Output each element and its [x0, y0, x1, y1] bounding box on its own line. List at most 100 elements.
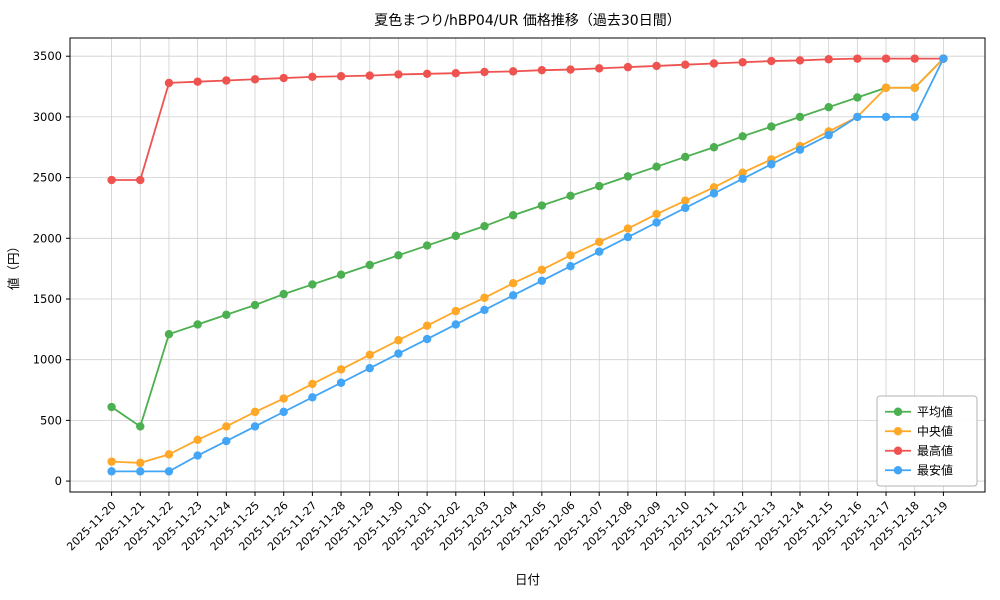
- series-marker-1: [623, 224, 633, 233]
- series-marker-3: [451, 320, 460, 329]
- axes-box: [69, 37, 986, 493]
- series-marker-0: [738, 132, 747, 141]
- series-marker-3: [365, 363, 374, 373]
- y-tick-label: 500: [40, 413, 62, 427]
- y-tick-label: 1500: [33, 292, 62, 306]
- legend-sample-marker: [893, 466, 903, 475]
- legend-label: 中央値: [917, 423, 953, 438]
- series-marker-3: [279, 407, 288, 417]
- series-marker-3: [422, 334, 432, 344]
- series-marker-3: [164, 467, 174, 476]
- series-marker-0: [824, 102, 833, 112]
- series-marker-0: [279, 289, 288, 299]
- series-line-0: [111, 58, 945, 428]
- series-marker-3: [480, 305, 489, 315]
- series-marker-2: [881, 54, 891, 63]
- series-line-2: [111, 57, 944, 181]
- legend-box: [876, 395, 978, 487]
- series-marker-3: [853, 112, 862, 122]
- series-marker-2: [250, 75, 260, 84]
- series-marker-1: [422, 321, 432, 330]
- series-marker-2: [537, 65, 547, 75]
- series-marker-1: [709, 183, 719, 192]
- series-marker-2: [451, 69, 460, 78]
- y-axis-label: 値（円）: [6, 240, 21, 290]
- y-tick-label: 3000: [33, 110, 62, 124]
- series-marker-2: [709, 59, 719, 68]
- series-marker-3: [222, 436, 231, 446]
- series-marker-3: [136, 467, 145, 476]
- series-marker-3: [595, 247, 604, 256]
- series-marker-0: [795, 112, 805, 122]
- series-marker-3: [308, 393, 317, 402]
- series-marker-2: [595, 64, 604, 73]
- series-marker-0: [336, 270, 346, 279]
- series-marker-1: [881, 83, 891, 92]
- legend-sample-marker: [893, 427, 903, 436]
- series-marker-0: [164, 329, 174, 339]
- legend-sample-marker: [893, 407, 903, 416]
- series-marker-1: [250, 407, 260, 417]
- series-marker-2: [394, 70, 403, 79]
- series-marker-2: [308, 72, 317, 82]
- series-marker-0: [853, 93, 862, 102]
- series-marker-2: [767, 56, 776, 66]
- series-marker-2: [681, 60, 690, 69]
- series-marker-3: [681, 203, 690, 213]
- series-marker-0: [709, 143, 719, 152]
- series-marker-1: [193, 435, 202, 444]
- series-marker-3: [623, 232, 633, 242]
- series-marker-3: [939, 54, 948, 63]
- series-marker-1: [136, 458, 145, 468]
- series-marker-2: [652, 61, 661, 71]
- series-marker-0: [681, 152, 690, 162]
- series-marker-2: [365, 71, 374, 80]
- series-marker-0: [652, 162, 661, 171]
- y-tick-label: 1000: [33, 353, 62, 367]
- series-marker-2: [222, 76, 231, 85]
- series-marker-3: [738, 174, 747, 184]
- series-marker-1: [308, 379, 317, 389]
- series-marker-0: [422, 241, 432, 250]
- series-marker-0: [222, 310, 231, 319]
- series-marker-3: [537, 276, 547, 285]
- legend-label: 平均値: [917, 404, 953, 419]
- series-marker-1: [652, 209, 661, 219]
- series-marker-0: [480, 221, 489, 231]
- series-marker-1: [480, 293, 489, 302]
- series-marker-1: [107, 457, 116, 466]
- series-marker-0: [136, 422, 145, 431]
- series-marker-0: [308, 280, 317, 289]
- series-marker-3: [193, 451, 202, 460]
- x-axis-label: 日付: [515, 572, 540, 587]
- series-marker-0: [250, 300, 260, 310]
- series-marker-1: [508, 279, 518, 288]
- series-marker-1: [164, 450, 174, 459]
- series-marker-1: [279, 394, 288, 403]
- series-marker-2: [193, 77, 202, 86]
- series-marker-3: [107, 467, 116, 476]
- series-marker-2: [336, 72, 346, 81]
- series-marker-3: [910, 112, 919, 122]
- series-marker-3: [767, 160, 776, 169]
- series-marker-3: [709, 189, 719, 198]
- series-marker-3: [336, 378, 346, 387]
- series-marker-0: [595, 181, 604, 191]
- series-marker-2: [566, 65, 575, 74]
- series-marker-0: [193, 320, 202, 329]
- series-line-1: [111, 58, 945, 464]
- series-marker-2: [422, 69, 432, 79]
- series-marker-2: [738, 58, 747, 67]
- series-marker-1: [222, 422, 231, 431]
- series-marker-1: [566, 251, 575, 260]
- legend-label: 最安値: [917, 462, 953, 477]
- series-marker-2: [136, 175, 145, 185]
- series-marker-2: [795, 56, 805, 65]
- series-marker-2: [107, 175, 116, 185]
- plot-area: [70, 38, 985, 492]
- series-marker-3: [508, 291, 518, 300]
- y-tick-label: 2000: [33, 231, 62, 245]
- series-marker-2: [508, 67, 518, 76]
- series-marker-0: [566, 191, 575, 201]
